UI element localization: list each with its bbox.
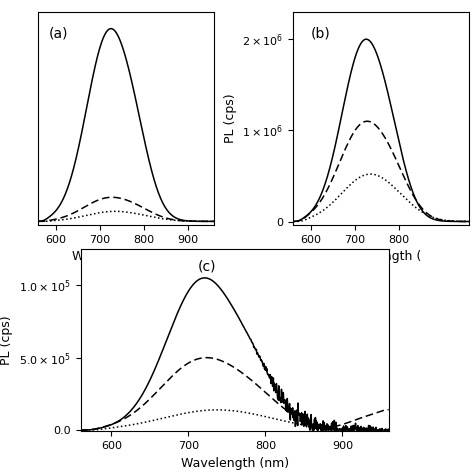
Text: (b): (b): [311, 27, 330, 40]
Y-axis label: PL (cps): PL (cps): [224, 94, 237, 143]
X-axis label: Wavelength (nm): Wavelength (nm): [181, 456, 289, 470]
Text: (a): (a): [48, 27, 68, 40]
X-axis label: Wavelength (nm): Wavelength (nm): [72, 250, 180, 264]
Text: (c): (c): [198, 260, 216, 274]
X-axis label: Wavelength ( : Wavelength (: [338, 250, 424, 264]
Y-axis label: PL (cps): PL (cps): [0, 315, 13, 365]
